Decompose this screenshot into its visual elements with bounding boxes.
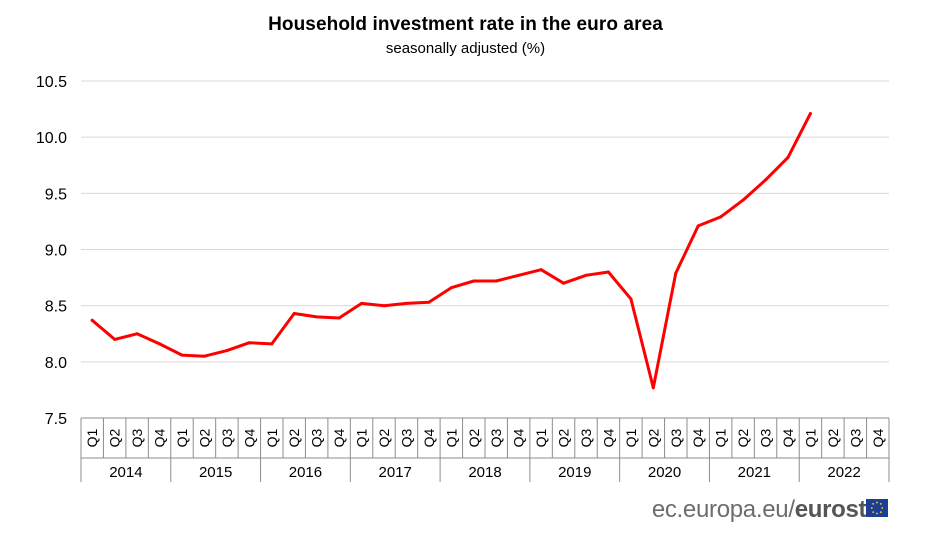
data-series	[90, 112, 812, 390]
data-point	[539, 268, 543, 272]
x-tick-year-label: 2019	[558, 464, 591, 481]
data-point	[517, 273, 521, 277]
x-tick-quarter-label: Q2	[645, 428, 661, 447]
x-tick-year-label: 2017	[379, 464, 412, 481]
source-footer: ec.europa.eu/eurostat	[652, 496, 887, 524]
y-tick-label: 8.0	[45, 355, 67, 372]
x-tick-quarter-label: Q4	[421, 428, 437, 447]
x-tick-quarter-label: Q2	[196, 428, 212, 447]
data-point	[786, 155, 790, 159]
x-tick-quarter-label: Q3	[488, 428, 504, 447]
chart-subtitle: seasonally adjusted (%)	[385, 40, 546, 57]
data-point	[741, 198, 745, 202]
gridlines	[81, 80, 889, 363]
x-tick-quarter-label: Q2	[107, 428, 123, 447]
x-tick-quarter-label: Q4	[600, 428, 616, 447]
x-tick-year-label: 2018	[468, 464, 501, 481]
x-tick-year-label: 2020	[648, 464, 681, 481]
x-tick-quarter-label: Q4	[870, 428, 886, 447]
x-tick-quarter-label: Q3	[309, 428, 325, 447]
y-tick-label: 10.5	[36, 74, 67, 91]
data-point	[225, 349, 229, 353]
data-point	[629, 297, 633, 301]
data-point	[584, 273, 588, 277]
data-point	[719, 215, 723, 219]
data-point	[135, 332, 139, 336]
data-point	[270, 342, 274, 346]
source-url: ec.europa.eu/	[651, 496, 795, 523]
x-tick-year-label: 2016	[289, 464, 322, 481]
x-tick-quarter-label: Q1	[802, 428, 818, 447]
data-point	[360, 301, 364, 305]
x-tick-quarter-label: Q4	[331, 428, 347, 447]
x-tick-quarter-label: Q3	[668, 428, 684, 447]
x-tick-quarter-label: Q2	[825, 428, 841, 447]
data-point	[202, 354, 206, 358]
data-point	[158, 342, 162, 346]
x-tick-quarter-label: Q1	[174, 428, 190, 447]
y-tick-label: 9.0	[45, 243, 67, 260]
x-tick-quarter-label: Q1	[533, 428, 549, 447]
x-tick-quarter-label: Q4	[152, 428, 168, 447]
data-point	[427, 300, 431, 304]
data-point	[562, 281, 566, 285]
x-tick-quarter-label: Q3	[129, 428, 145, 447]
data-point	[606, 270, 610, 274]
x-tick-quarter-label: Q3	[219, 428, 235, 447]
data-point	[404, 301, 408, 305]
x-tick-quarter-label: Q4	[780, 428, 796, 447]
x-tick-quarter-label: Q4	[511, 428, 527, 447]
x-tick-quarter-label: Q1	[354, 428, 370, 447]
x-tick-quarter-label: Q3	[758, 428, 774, 447]
x-tick-quarter-label: Q2	[466, 428, 482, 447]
data-point	[674, 271, 678, 275]
data-point	[337, 316, 341, 320]
data-point	[449, 286, 453, 290]
chart-title: Household investment rate in the euro ar…	[268, 14, 663, 35]
x-tick-quarter-label: Q2	[735, 428, 751, 447]
x-tick-quarter-label: Q1	[713, 428, 729, 447]
y-tick-label: 8.5	[45, 299, 67, 316]
x-tick-year-label: 2015	[199, 464, 232, 481]
data-point	[382, 304, 386, 308]
data-point	[696, 224, 700, 228]
x-tick-quarter-label: Q2	[556, 428, 572, 447]
x-tick-quarter-label: Q3	[578, 428, 594, 447]
series-line	[90, 112, 812, 390]
data-point	[764, 178, 768, 182]
x-tick-quarter-label: Q1	[443, 428, 459, 447]
x-tick-quarter-label: Q2	[376, 428, 392, 447]
data-point	[472, 279, 476, 283]
x-tick-quarter-label: Q1	[623, 428, 639, 447]
y-tick-label: 7.5	[45, 411, 67, 428]
data-point	[247, 341, 251, 345]
data-point	[808, 112, 812, 116]
x-tick-quarter-label: Q4	[690, 428, 706, 447]
data-point	[180, 353, 184, 357]
x-tick-year-label: 2021	[738, 464, 771, 481]
eu-flag-icon	[866, 499, 888, 517]
y-tick-label: 9.5	[45, 186, 67, 203]
x-tick-quarter-label: Q1	[264, 428, 280, 447]
data-point	[90, 318, 94, 322]
x-tick-year-label: 2014	[109, 464, 142, 481]
data-point	[494, 279, 498, 283]
data-point	[113, 337, 117, 341]
y-axis-tick-labels: 10.5 10.0 9.5 9.0 8.5 8.0 7.5	[36, 74, 67, 428]
y-tick-label: 10.0	[36, 130, 67, 147]
data-point	[315, 315, 319, 319]
x-tick-quarter-label: Q2	[286, 428, 302, 447]
x-tick-quarter-label: Q3	[847, 428, 863, 447]
x-tick-year-label: 2022	[827, 464, 860, 481]
x-axis: Q1 Q2 Q3 Q4 Q1 Q2 Q3 Q4 Q1 Q2 Q3 Q4 Q1 Q2 Q3 Q4 Q1 Q2 Q3 Q4…	[80, 417, 890, 482]
data-point	[651, 386, 655, 390]
data-point	[292, 312, 296, 315]
x-tick-quarter-label: Q4	[241, 428, 257, 447]
x-tick-quarter-label: Q1	[84, 428, 100, 447]
x-tick-quarter-label: Q3	[398, 428, 414, 447]
